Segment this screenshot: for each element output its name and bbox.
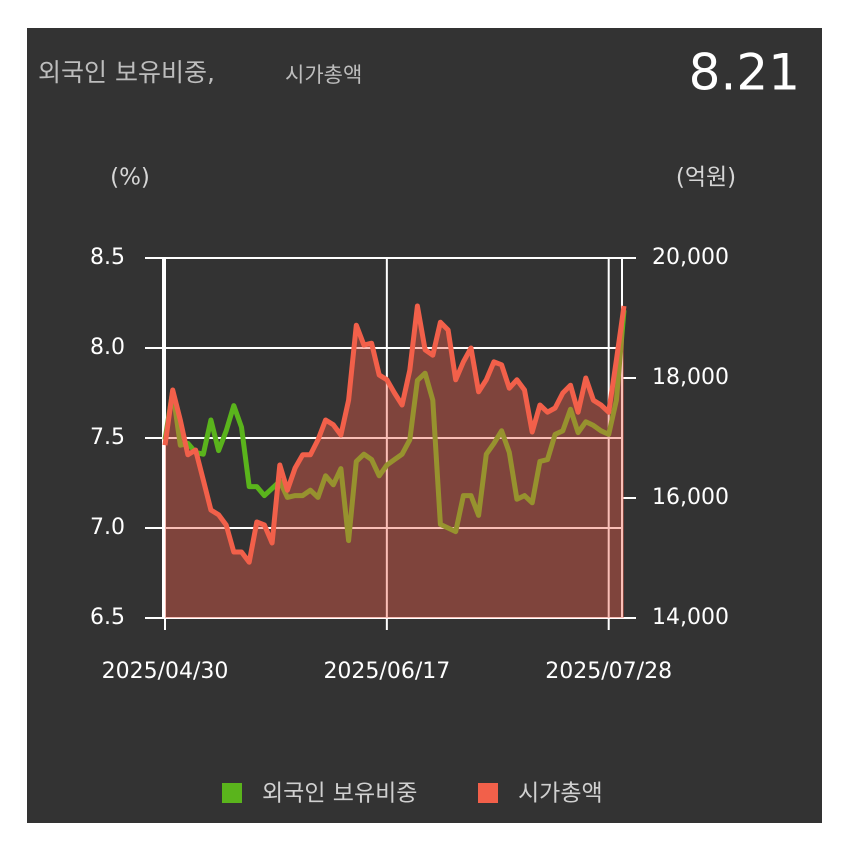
- y2-tick-label: 20,000: [652, 245, 729, 270]
- y2-tick-label: 14,000: [652, 605, 729, 630]
- legend-swatch: [478, 783, 498, 803]
- legend-label: 외국인 보유비중: [262, 781, 417, 807]
- x-tick-label: 2025/04/30: [102, 659, 229, 684]
- y-tick-label: 8.0: [90, 335, 125, 360]
- y-tick-label: 7.5: [90, 425, 125, 450]
- series-line: [162, 309, 627, 544]
- chart-title: 외국인 보유비중,: [38, 58, 215, 87]
- y-tick-label: 7.0: [90, 515, 125, 540]
- legend-swatch: [222, 783, 242, 803]
- y2-tick-label: 16,000: [652, 485, 729, 510]
- y2-tick-label: 18,000: [652, 365, 729, 390]
- current-value: 8.21: [689, 44, 800, 102]
- panel: [27, 28, 822, 823]
- area: [165, 306, 624, 618]
- y-tick-label: 8.5: [90, 245, 125, 270]
- chart-subtitle: 시가총액: [285, 63, 362, 87]
- y-tick-label: 6.5: [90, 605, 125, 630]
- x-tick-label: 2025/06/17: [323, 659, 450, 684]
- x-tick-label: 2025/07/28: [545, 659, 672, 684]
- legend-label: 시가총액: [518, 781, 603, 807]
- series-line: [162, 303, 627, 565]
- y-axis-label: (%): [110, 165, 150, 191]
- y2-axis-label: (억원): [676, 165, 736, 191]
